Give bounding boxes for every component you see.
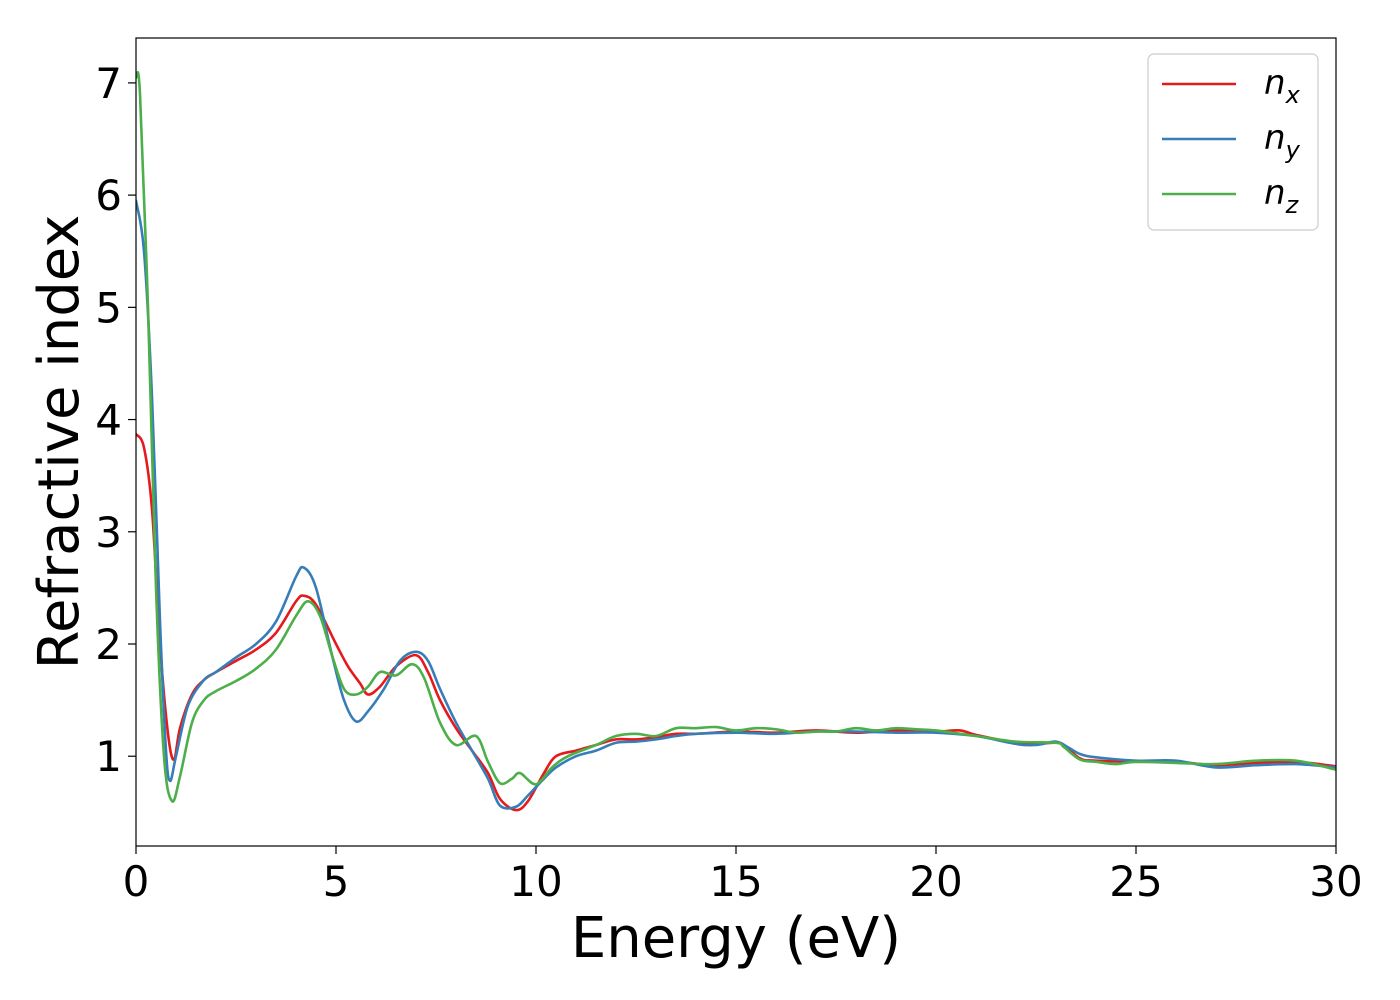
x-tick-label: 0 xyxy=(123,857,150,906)
y-tick-label: 3 xyxy=(95,508,122,557)
legend-box xyxy=(1147,53,1319,231)
y-axis-ticks: 1 2 3 4 5 6 7 xyxy=(95,59,136,781)
x-tick-label: 5 xyxy=(323,857,350,906)
y-tick-label: 6 xyxy=(95,171,122,220)
legend: nx ny nz xyxy=(1147,53,1319,231)
legend-label-y: ny xyxy=(1264,118,1301,164)
x-tick-label: 30 xyxy=(1309,857,1362,906)
series-line-z xyxy=(136,70,1336,803)
x-tick-label: 15 xyxy=(709,857,762,906)
series-line-y xyxy=(136,199,1336,810)
series-layer xyxy=(136,70,1336,812)
legend-label-z: nz xyxy=(1264,173,1300,219)
x-tick-label: 20 xyxy=(909,857,962,906)
y-tick-label: 5 xyxy=(95,283,122,332)
x-axis-ticks: 0 5 10 15 20 25 30 xyxy=(123,846,1363,906)
y-tick-label: 2 xyxy=(95,620,122,669)
y-tick-label: 4 xyxy=(95,396,122,445)
y-tick-label: 1 xyxy=(95,732,122,781)
x-axis-title: Energy (eV) xyxy=(571,906,901,971)
legend-label-x: nx xyxy=(1264,63,1301,109)
x-tick-label: 10 xyxy=(509,857,562,906)
y-axis-title: Refractive index xyxy=(27,215,92,670)
plot-area xyxy=(136,38,1336,846)
y-tick-label: 7 xyxy=(95,59,122,108)
x-tick-label: 25 xyxy=(1109,857,1162,906)
